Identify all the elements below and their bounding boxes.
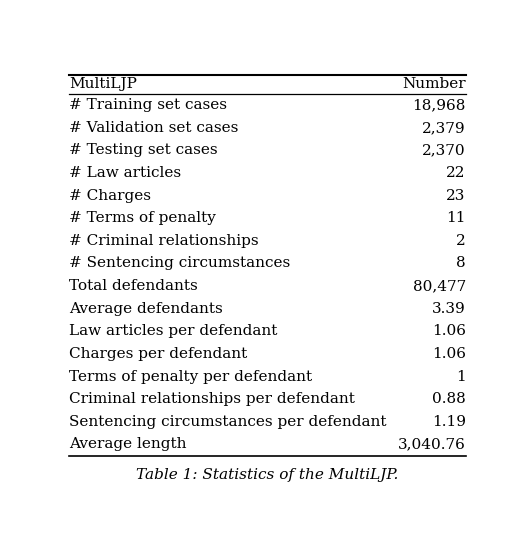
Text: 3.39: 3.39 [432,302,466,316]
Text: # Criminal relationships: # Criminal relationships [69,234,259,248]
Text: 2,370: 2,370 [422,144,466,158]
Text: # Law articles: # Law articles [69,166,182,180]
Text: # Training set cases: # Training set cases [69,98,227,112]
Text: Table 1: Statistics of the MultiLJP.: Table 1: Statistics of the MultiLJP. [136,468,399,482]
Text: # Validation set cases: # Validation set cases [69,121,239,135]
Text: # Terms of penalty: # Terms of penalty [69,211,216,225]
Text: 80,477: 80,477 [412,279,466,293]
Text: 1: 1 [456,369,466,383]
Text: 8: 8 [456,256,466,271]
Text: 18,968: 18,968 [412,98,466,112]
Text: Charges per defendant: Charges per defendant [69,347,247,361]
Text: Sentencing circumstances per defendant: Sentencing circumstances per defendant [69,415,387,429]
Text: # Testing set cases: # Testing set cases [69,144,218,158]
Text: 23: 23 [446,188,466,202]
Text: 0.88: 0.88 [432,392,466,406]
Text: MultiLJP: MultiLJP [69,77,137,91]
Text: Total defendants: Total defendants [69,279,198,293]
Text: Criminal relationships per defendant: Criminal relationships per defendant [69,392,355,406]
Text: 11: 11 [446,211,466,225]
Text: 1.06: 1.06 [432,325,466,338]
Text: Law articles per defendant: Law articles per defendant [69,325,278,338]
Text: 1.19: 1.19 [432,415,466,429]
Text: 2: 2 [456,234,466,248]
Text: Average defendants: Average defendants [69,302,223,316]
Text: # Sentencing circumstances: # Sentencing circumstances [69,256,291,271]
Text: 3,040.76: 3,040.76 [398,437,466,451]
Text: 2,379: 2,379 [422,121,466,135]
Text: Number: Number [402,77,466,91]
Text: 22: 22 [446,166,466,180]
Text: 1.06: 1.06 [432,347,466,361]
Text: # Charges: # Charges [69,188,151,202]
Text: Average length: Average length [69,437,187,451]
Text: Terms of penalty per defendant: Terms of penalty per defendant [69,369,313,383]
